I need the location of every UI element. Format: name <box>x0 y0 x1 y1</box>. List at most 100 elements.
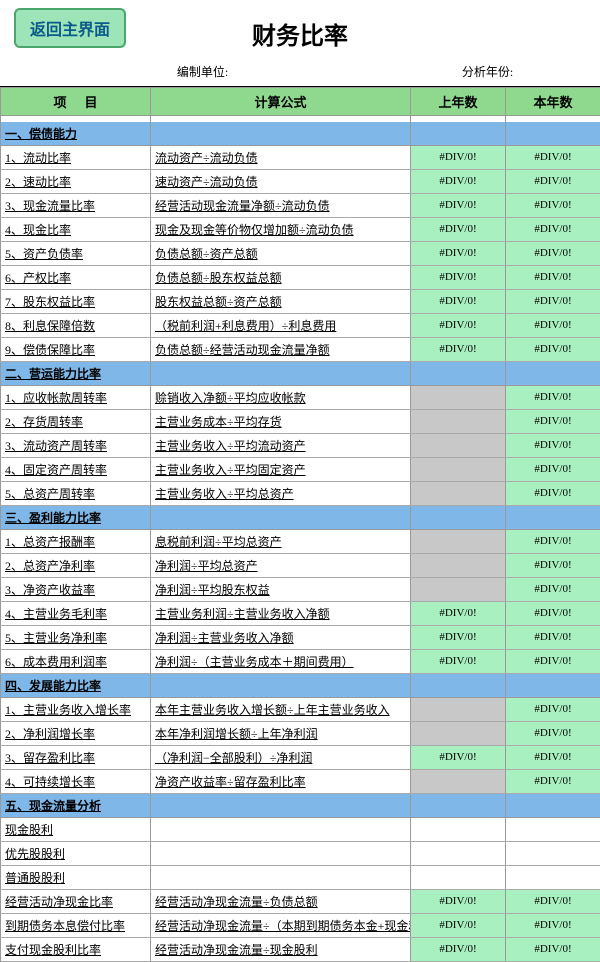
cell-curr[interactable]: #DIV/0! <box>506 601 600 625</box>
cell-prev[interactable] <box>411 409 506 433</box>
cell-curr[interactable]: #DIV/0! <box>506 697 600 721</box>
cell-curr[interactable]: #DIV/0! <box>506 745 600 769</box>
data-row: 2、总资产净利率净利润÷平均总资产#DIV/0! <box>1 553 600 577</box>
cell-prev[interactable] <box>411 817 506 841</box>
cell-curr[interactable]: #DIV/0! <box>506 265 600 289</box>
cell-curr[interactable]: #DIV/0! <box>506 409 600 433</box>
cell-prev[interactable]: #DIV/0! <box>411 889 506 913</box>
cell-prev[interactable]: #DIV/0! <box>411 265 506 289</box>
cell-curr[interactable]: #DIV/0! <box>506 577 600 601</box>
cell-prev[interactable]: #DIV/0! <box>411 289 506 313</box>
cell-curr[interactable]: #DIV/0! <box>506 769 600 793</box>
cell-curr[interactable]: #DIV/0! <box>506 217 600 241</box>
cell-curr[interactable]: #DIV/0! <box>506 145 600 169</box>
cell-prev[interactable] <box>411 457 506 481</box>
cell-item: 1、总资产报酬率 <box>1 529 151 553</box>
cell-formula: 经营活动净现金流量÷负债总额 <box>151 889 411 913</box>
cell-curr[interactable]: #DIV/0! <box>506 193 600 217</box>
cell-item: 6、产权比率 <box>1 265 151 289</box>
data-row: 6、产权比率负债总额÷股东权益总额#DIV/0!#DIV/0! <box>1 265 600 289</box>
cell-item: 6、成本费用利润率 <box>1 649 151 673</box>
cell-curr[interactable]: #DIV/0! <box>506 241 600 265</box>
section-row: 三、盈利能力比率 <box>1 505 600 529</box>
data-row: 支付现金股利比率经营活动净现金流量÷现金股利#DIV/0!#DIV/0! <box>1 937 600 961</box>
cell-formula: 负债总额÷股东权益总额 <box>151 265 411 289</box>
data-row: 2、净利润增长率本年净利润增长额÷上年净利润#DIV/0! <box>1 721 600 745</box>
data-row: 4、现金比率现金及现金等价物仅增加额÷流动负债#DIV/0!#DIV/0! <box>1 217 600 241</box>
cell-prev[interactable]: #DIV/0! <box>411 193 506 217</box>
cell-curr[interactable]: #DIV/0! <box>506 289 600 313</box>
cell-formula: 净利润÷平均总资产 <box>151 553 411 577</box>
cell-prev[interactable] <box>411 769 506 793</box>
cell-prev[interactable]: #DIV/0! <box>411 217 506 241</box>
cell-item: 4、主营业务毛利率 <box>1 601 151 625</box>
cell-prev[interactable]: #DIV/0! <box>411 913 506 937</box>
data-row: 5、资产负债率负债总额÷资产总额#DIV/0!#DIV/0! <box>1 241 600 265</box>
data-row: 3、留存盈利比率（净利润−全部股利）÷净利润#DIV/0!#DIV/0! <box>1 745 600 769</box>
cell-curr[interactable] <box>506 817 600 841</box>
cell-prev[interactable] <box>411 481 506 505</box>
cell-prev[interactable] <box>411 385 506 409</box>
cell-curr[interactable]: #DIV/0! <box>506 649 600 673</box>
cell-curr[interactable]: #DIV/0! <box>506 433 600 457</box>
cell-curr[interactable]: #DIV/0! <box>506 457 600 481</box>
data-row: 5、总资产周转率主营业务收入÷平均总资产#DIV/0! <box>1 481 600 505</box>
cell-prev[interactable]: #DIV/0! <box>411 337 506 361</box>
cell-prev[interactable] <box>411 553 506 577</box>
cell-formula <box>151 817 411 841</box>
cell-item: 1、主营业务收入增长率 <box>1 697 151 721</box>
cell-curr[interactable]: #DIV/0! <box>506 529 600 553</box>
cell-prev[interactable]: #DIV/0! <box>411 937 506 961</box>
data-row: 6、成本费用利润率净利润÷（主营业务成本＋期间费用）#DIV/0!#DIV/0! <box>1 649 600 673</box>
cell-curr[interactable]: #DIV/0! <box>506 553 600 577</box>
cell-item: 优先股股利 <box>1 841 151 865</box>
back-button[interactable]: 返回主界面 <box>14 8 126 48</box>
data-row: 9、偿债保障比率负债总额÷经营活动现金流量净额#DIV/0!#DIV/0! <box>1 337 600 361</box>
cell-curr[interactable]: #DIV/0! <box>506 385 600 409</box>
cell-curr[interactable]: #DIV/0! <box>506 313 600 337</box>
cell-prev[interactable]: #DIV/0! <box>411 649 506 673</box>
cell-curr[interactable] <box>506 865 600 889</box>
section-title: 二、营运能力比率 <box>1 361 151 385</box>
cell-prev[interactable]: #DIV/0! <box>411 601 506 625</box>
cell-prev[interactable] <box>411 841 506 865</box>
meta-row: 编制单位: 分析年份: <box>0 59 600 87</box>
data-row: 经营活动净现金比率经营活动净现金流量÷负债总额#DIV/0!#DIV/0! <box>1 889 600 913</box>
cell-curr[interactable]: #DIV/0! <box>506 481 600 505</box>
cell-prev[interactable] <box>411 433 506 457</box>
cell-curr[interactable]: #DIV/0! <box>506 721 600 745</box>
cell-formula: 净利润÷（主营业务成本＋期间费用） <box>151 649 411 673</box>
data-row: 1、总资产报酬率息税前利润÷平均总资产#DIV/0! <box>1 529 600 553</box>
cell-formula: 经营活动净现金流量÷现金股利 <box>151 937 411 961</box>
data-row: 5、主营业务净利率净利润÷主营业务收入净额#DIV/0!#DIV/0! <box>1 625 600 649</box>
cell-prev[interactable] <box>411 865 506 889</box>
cell-prev[interactable]: #DIV/0! <box>411 625 506 649</box>
cell-item: 到期债务本息偿付比率 <box>1 913 151 937</box>
cell-formula: 经营活动净现金流量÷（本期到期债务本金+现金利息支出） <box>151 913 411 937</box>
cell-curr[interactable]: #DIV/0! <box>506 889 600 913</box>
cell-prev[interactable] <box>411 697 506 721</box>
cell-curr[interactable] <box>506 841 600 865</box>
ratio-table: 项目 计算公式 上年数 本年数 一、偿债能力1、流动比率流动资产÷流动负债#DI… <box>0 87 600 962</box>
cell-formula: 现金及现金等价物仅增加额÷流动负债 <box>151 217 411 241</box>
data-row: 2、速动比率速动资产÷流动负债#DIV/0!#DIV/0! <box>1 169 600 193</box>
cell-curr[interactable]: #DIV/0! <box>506 169 600 193</box>
cell-item: 经营活动净现金比率 <box>1 889 151 913</box>
cell-curr[interactable]: #DIV/0! <box>506 913 600 937</box>
header-prev: 上年数 <box>411 88 506 116</box>
cell-prev[interactable] <box>411 529 506 553</box>
data-row: 现金股利 <box>1 817 600 841</box>
cell-formula: 经营活动现金流量净额÷流动负债 <box>151 193 411 217</box>
cell-prev[interactable]: #DIV/0! <box>411 169 506 193</box>
cell-curr[interactable]: #DIV/0! <box>506 625 600 649</box>
cell-formula: 速动资产÷流动负债 <box>151 169 411 193</box>
cell-prev[interactable]: #DIV/0! <box>411 745 506 769</box>
cell-prev[interactable] <box>411 721 506 745</box>
cell-prev[interactable]: #DIV/0! <box>411 241 506 265</box>
cell-prev[interactable]: #DIV/0! <box>411 313 506 337</box>
cell-prev[interactable] <box>411 577 506 601</box>
cell-curr[interactable]: #DIV/0! <box>506 337 600 361</box>
cell-curr[interactable]: #DIV/0! <box>506 937 600 961</box>
data-row: 1、流动比率流动资产÷流动负债#DIV/0!#DIV/0! <box>1 145 600 169</box>
cell-prev[interactable]: #DIV/0! <box>411 145 506 169</box>
